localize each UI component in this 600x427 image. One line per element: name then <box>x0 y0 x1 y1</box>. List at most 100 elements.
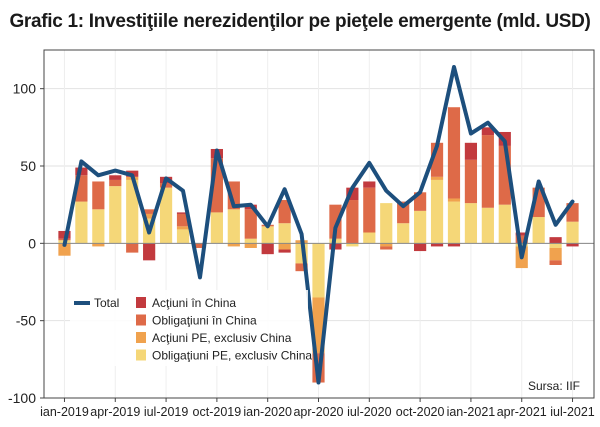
legend-swatch <box>136 349 146 361</box>
bar-segment <box>227 209 240 244</box>
bar-segment <box>244 243 257 248</box>
bar-segment <box>464 203 478 244</box>
legend-label: Acţiuni PE, exclusiv China <box>152 331 292 345</box>
bar-segment <box>159 183 173 188</box>
bar-segment <box>143 243 156 261</box>
bar-segment <box>278 200 291 224</box>
legend: Total Acţiuni în China Obligaţiuni în Chin… <box>70 290 312 366</box>
bar-segment <box>75 201 88 244</box>
legend-background <box>70 290 308 366</box>
bar-segment <box>210 212 223 244</box>
x-tick-label: iul-2020 <box>347 405 392 419</box>
source-note: Sursa: IIF <box>528 379 580 393</box>
bar-segment <box>363 187 376 233</box>
y-tick-label: -50 <box>16 313 36 329</box>
y-tick-label: 0 <box>28 235 36 251</box>
bar-segment <box>159 187 173 244</box>
bar-segment <box>481 207 494 244</box>
bar-segment <box>278 249 291 253</box>
bar-segment <box>515 232 528 236</box>
bar-segment <box>126 243 139 253</box>
x-tick-label: ian-2020 <box>243 405 292 419</box>
y-tick-label: 100 <box>13 81 37 97</box>
bar-segment <box>261 243 274 255</box>
bar-segment <box>447 243 461 247</box>
bar-segment <box>92 181 105 210</box>
bar-segment <box>126 179 139 244</box>
x-tick-label: ian-2021 <box>447 405 496 419</box>
bar-segment <box>143 209 156 214</box>
x-tick-label: ian-2019 <box>40 405 89 419</box>
bar-segment <box>58 230 71 239</box>
bar-segment <box>447 107 461 199</box>
bar-segment <box>92 243 105 247</box>
legend-swatch <box>136 332 146 343</box>
bar-segment <box>481 135 494 208</box>
bar-segment <box>92 209 105 244</box>
bar-segment <box>176 213 190 227</box>
x-tick-label: apr-2021 <box>497 405 547 419</box>
bar-segment <box>346 243 359 247</box>
legend-swatch <box>136 297 146 308</box>
bar-segment <box>295 263 308 272</box>
bar-segment <box>397 223 410 244</box>
legend-label: Acţiuni în China <box>152 296 236 310</box>
bar-segment <box>549 243 562 248</box>
bar-segment <box>244 209 257 239</box>
bar-segment <box>312 243 325 298</box>
bar-segment <box>176 229 190 244</box>
bar-segment <box>363 232 376 244</box>
bar-segment <box>566 221 579 244</box>
bar-segment <box>430 243 444 247</box>
bar-segment <box>481 127 494 136</box>
total-line <box>62 65 575 385</box>
bar-segment <box>498 204 511 244</box>
bar-segment <box>176 212 190 214</box>
bar-segment <box>193 243 207 248</box>
bar-segment <box>380 243 393 247</box>
bar-segment <box>549 260 562 265</box>
legend-label-total: Total <box>94 296 119 310</box>
x-tick-label: oct-2020 <box>396 405 445 419</box>
bar-segment <box>329 243 342 250</box>
bar-segment <box>464 142 478 160</box>
bar-segment <box>549 237 562 244</box>
axes: -100 -50 0 50 100 ian-2019 apr-2019 iul-2019 oct… <box>8 49 595 419</box>
bar-segment <box>346 200 359 244</box>
bar-segment <box>176 226 190 230</box>
bar-segment <box>430 176 444 180</box>
x-tick-label: oct-2019 <box>193 405 242 419</box>
x-tick-label: apr-2020 <box>293 405 343 419</box>
legend-label: Obligaţiuni în China <box>152 314 257 328</box>
bar-segment <box>515 235 528 244</box>
chart-title: Grafic 1: Investiţiile nerezidenţilor pe… <box>9 11 591 32</box>
bar-segment <box>447 198 461 202</box>
x-tick-label: apr-2019 <box>90 405 140 419</box>
bar-segment <box>447 201 461 244</box>
bar-segment <box>363 181 376 188</box>
legend-swatch <box>136 314 146 326</box>
bar-segment <box>109 186 122 244</box>
bar-segment <box>464 159 478 204</box>
bar-segment <box>278 243 291 250</box>
bar-segment <box>380 246 393 250</box>
bar-segment <box>143 213 156 219</box>
bar-segment <box>430 179 444 244</box>
x-tick-label: iul-2019 <box>144 405 189 419</box>
bar-segment <box>329 204 342 239</box>
bar-segment <box>566 243 579 247</box>
bar-segment <box>261 226 274 244</box>
bar-segment <box>244 238 257 244</box>
bar-segment <box>227 243 240 247</box>
bar-segment <box>109 179 122 187</box>
bar-segment <box>549 247 562 261</box>
y-tick-label: 50 <box>20 158 36 174</box>
bar-segment <box>278 223 291 244</box>
bar-segment <box>58 243 71 256</box>
bar-segment <box>109 175 122 180</box>
bar-segment <box>414 243 427 252</box>
total-series-line <box>62 65 575 385</box>
bar-segment <box>414 210 427 244</box>
y-tick-label: -100 <box>8 390 36 406</box>
